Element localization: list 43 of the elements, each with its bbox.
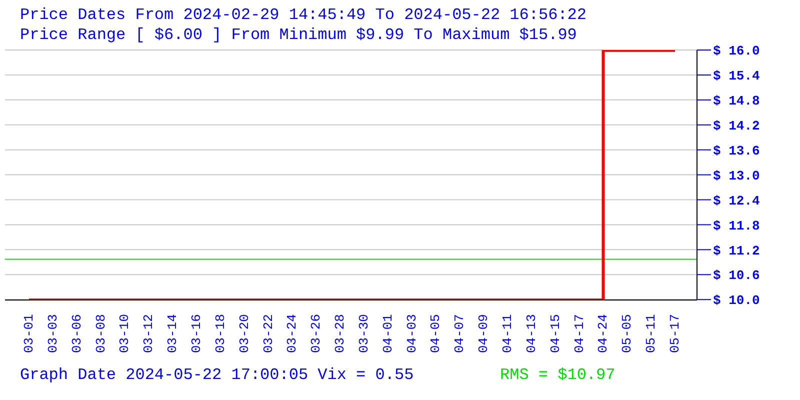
x-tick-label: 04-05 (428, 314, 444, 354)
y-tick-label: $ 11.8 (713, 218, 760, 234)
x-tick-label: 05-11 (644, 314, 659, 354)
x-tick-label: 03-12 (141, 314, 156, 354)
x-tick-label: 03-14 (165, 314, 180, 354)
x-tick-label: 03-08 (93, 314, 108, 354)
x-tick-label: 03-24 (284, 314, 300, 354)
y-tick-label: $ 13.6 (713, 143, 760, 158)
x-tick-label: 04-07 (452, 314, 468, 354)
y-tick-label: $ 14.2 (713, 118, 760, 134)
y-tick-label: $ 13.0 (713, 168, 760, 184)
x-tick-label: 03-06 (69, 314, 84, 354)
x-tick-label: 03-20 (236, 314, 252, 354)
x-tick-label: 04-17 (572, 314, 587, 354)
y-tick-label: $ 10.6 (713, 268, 760, 284)
y-tick-label: $ 15.4 (713, 68, 760, 84)
y-tick-label: $ 16.0 (713, 44, 760, 59)
x-tick-label: 05-05 (620, 314, 635, 354)
y-tick-label: $ 11.2 (713, 243, 760, 258)
x-tick-label: 03-22 (260, 314, 276, 354)
x-tick-label: 04-15 (548, 314, 563, 354)
x-tick-label: 04-01 (380, 314, 396, 354)
y-tick-label: $ 12.4 (713, 193, 760, 208)
x-tick-label: 03-28 (332, 314, 348, 354)
x-tick-label: 03-01 (22, 314, 36, 354)
y-tick-label: $ 14.8 (713, 94, 760, 109)
x-tick-label: 04-11 (500, 314, 516, 354)
x-tick-label: 05-17 (668, 314, 682, 354)
x-tick-label: 03-30 (356, 314, 372, 354)
x-tick-label: 03-16 (188, 314, 204, 354)
x-tick-label: 04-09 (476, 314, 492, 354)
chart-title: Price Dates From 2024-02-29 14:45:49 To 2024-05-22 16:56:22 (20, 6, 586, 24)
chart-subtitle: Price Range [ $6.00 ] From Minimum $9.99 To Maximum $15.99 (20, 26, 577, 44)
y-tick-label: $ 10.0 (713, 293, 760, 308)
text: RMS = $10.97 (500, 366, 616, 384)
x-tick-label: 04-24 (596, 314, 611, 354)
x-tick-label: 03-10 (117, 314, 132, 354)
text: Graph Date 2024-05-22 17:00:05 Vix = 0.55 (20, 366, 414, 384)
x-tick-label: 03-26 (308, 314, 324, 354)
x-tick-label: 04-03 (404, 314, 420, 354)
x-tick-label: 04-13 (524, 314, 539, 354)
x-tick-label: 03-18 (212, 314, 228, 354)
x-tick-label: 03-03 (45, 314, 60, 354)
